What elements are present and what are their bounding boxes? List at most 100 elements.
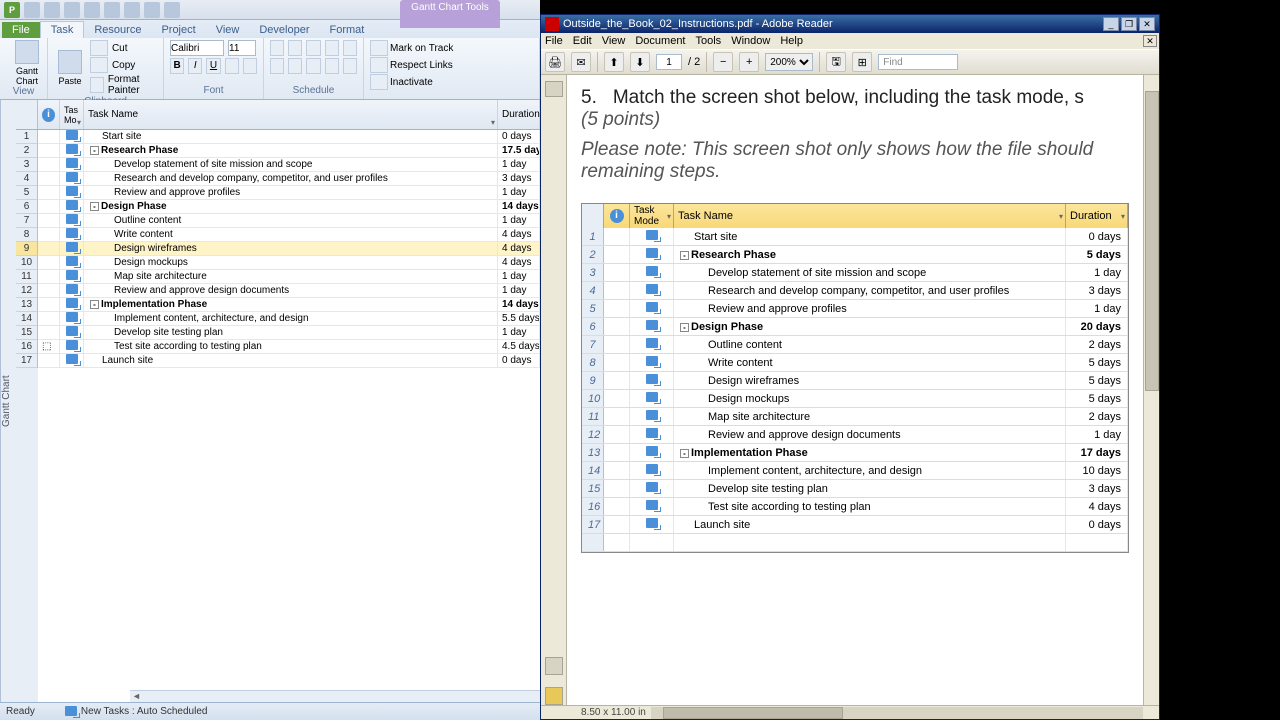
h-scrollbar[interactable]: [130, 690, 540, 702]
page-number-input[interactable]: [656, 54, 682, 70]
save-icon[interactable]: [24, 2, 40, 18]
table-row: 7Outline content2 days: [582, 336, 1128, 354]
pages-panel-icon[interactable]: [545, 81, 563, 97]
qat-icon[interactable]: [124, 2, 140, 18]
adobe-reader-window: Outside_the_Book_02_Instructions.pdf - A…: [540, 14, 1160, 720]
table-row[interactable]: -Design Phase14 days: [38, 200, 540, 214]
reader-titlebar: Outside_the_Book_02_Instructions.pdf - A…: [541, 15, 1159, 33]
table-row[interactable]: Write content4 days: [38, 228, 540, 242]
sched-btn[interactable]: [306, 58, 320, 74]
qat-icon[interactable]: [84, 2, 100, 18]
cut-button[interactable]: Cut: [90, 40, 157, 56]
menu-help[interactable]: Help: [780, 35, 803, 47]
sched-btn[interactable]: [325, 58, 339, 74]
next-page-button[interactable]: ⬇: [630, 52, 650, 72]
bold-button[interactable]: B: [170, 58, 184, 74]
prev-page-button[interactable]: ⬆: [604, 52, 624, 72]
table-row[interactable]: Research and develop company, competitor…: [38, 172, 540, 186]
instruction-text: 5.Match the screen shot below, including…: [567, 75, 1143, 195]
tool-button[interactable]: 🖫: [826, 52, 846, 72]
tab-view[interactable]: View: [206, 22, 250, 38]
info-icon: i: [610, 209, 624, 223]
menu-window[interactable]: Window: [731, 35, 770, 47]
zoom-out-button[interactable]: −: [713, 52, 733, 72]
menu-edit[interactable]: Edit: [573, 35, 592, 47]
table-row[interactable]: Develop statement of site mission and sc…: [38, 158, 540, 172]
v-scrollbar[interactable]: [1143, 75, 1159, 705]
italic-button[interactable]: I: [188, 58, 202, 74]
print-button[interactable]: 🖨: [545, 52, 565, 72]
table-row[interactable]: Map site architecture1 day: [38, 270, 540, 284]
menu-view[interactable]: View: [602, 35, 626, 47]
close-doc-button[interactable]: ✕: [1143, 35, 1157, 47]
col-task-name[interactable]: Task Name▾: [84, 100, 498, 129]
table-row[interactable]: Implement content, architecture, and des…: [38, 312, 540, 326]
sched-btn[interactable]: [325, 40, 339, 56]
format-painter-button[interactable]: Format Painter: [90, 74, 157, 96]
zoom-in-button[interactable]: +: [739, 52, 759, 72]
copy-button[interactable]: Copy: [90, 57, 157, 73]
inactivate[interactable]: Inactivate: [370, 74, 533, 90]
sched-btn[interactable]: [270, 40, 284, 56]
table-row[interactable]: Review and approve profiles1 day: [38, 186, 540, 200]
respect-links[interactable]: Respect Links: [370, 57, 533, 73]
sched-btn[interactable]: [270, 58, 284, 74]
tab-format[interactable]: Format: [319, 22, 374, 38]
menu-file[interactable]: File: [545, 35, 563, 47]
col-info[interactable]: i: [38, 100, 60, 129]
restore-button[interactable]: ❐: [1121, 17, 1137, 31]
table-row[interactable]: -Research Phase17.5 day: [38, 144, 540, 158]
sched-btn[interactable]: [306, 40, 320, 56]
gantt-chart-button[interactable]: Gantt Chart: [6, 40, 48, 86]
qat-icon[interactable]: [164, 2, 180, 18]
page-size: 8.50 x 11.00 in: [581, 707, 646, 718]
sched-btn[interactable]: [343, 40, 357, 56]
paste-button[interactable]: Paste: [54, 45, 86, 91]
mark-on-track[interactable]: Mark on Track: [370, 40, 533, 56]
table-row[interactable]: Develop site testing plan1 day: [38, 326, 540, 340]
table-row[interactable]: Start site0 days: [38, 130, 540, 144]
table-row: 16Test site according to testing plan4 d…: [582, 498, 1128, 516]
col-mode[interactable]: Tas Mo▾: [60, 100, 84, 129]
table-row[interactable]: Design mockups4 days: [38, 256, 540, 270]
table-row[interactable]: Review and approve design documents1 day: [38, 284, 540, 298]
menu-document[interactable]: Document: [635, 35, 685, 47]
email-button[interactable]: ✉: [571, 52, 591, 72]
menu-tools[interactable]: Tools: [696, 35, 722, 47]
col-duration[interactable]: Duration: [498, 100, 540, 129]
font-family-select[interactable]: [170, 40, 224, 56]
tab-resource[interactable]: Resource: [84, 22, 151, 38]
find-input[interactable]: [878, 54, 958, 70]
undo-icon[interactable]: [44, 2, 60, 18]
row-numbers: 1234567891011121314151617: [16, 100, 38, 702]
h-scrollbar[interactable]: [651, 707, 1143, 719]
font-color-button[interactable]: [243, 58, 257, 74]
tab-developer[interactable]: Developer: [249, 22, 319, 38]
tab-task[interactable]: Task: [40, 21, 85, 38]
tool-button[interactable]: ⊞: [852, 52, 872, 72]
qat-icon[interactable]: [144, 2, 160, 18]
table-row[interactable]: Outline content1 day: [38, 214, 540, 228]
table-row[interactable]: ⬚Test site according to testing plan4.5 …: [38, 340, 540, 354]
zoom-select[interactable]: 200%: [765, 53, 813, 71]
tab-project[interactable]: Project: [151, 22, 205, 38]
sched-btn[interactable]: [288, 40, 302, 56]
close-button[interactable]: ✕: [1139, 17, 1155, 31]
table-row: 1Start site0 days: [582, 228, 1128, 246]
font-size-select[interactable]: [228, 40, 256, 56]
reader-toolbar: 🖨 ✉ ⬆ ⬇ / 2 − + 200% 🖫 ⊞: [541, 49, 1159, 75]
table-row[interactable]: Launch site0 days: [38, 354, 540, 368]
table-row[interactable]: -Implementation Phase14 days: [38, 298, 540, 312]
minimize-button[interactable]: _: [1103, 17, 1119, 31]
sched-btn[interactable]: [343, 58, 357, 74]
sched-btn[interactable]: [288, 58, 302, 74]
redo-icon[interactable]: [64, 2, 80, 18]
attachments-icon[interactable]: [545, 657, 563, 675]
comments-icon[interactable]: [545, 687, 563, 705]
underline-button[interactable]: U: [206, 58, 220, 74]
tab-file[interactable]: File: [2, 22, 40, 38]
qat-icon[interactable]: [104, 2, 120, 18]
highlight-button[interactable]: [225, 58, 239, 74]
table-row[interactable]: Design wireframes4 days: [38, 242, 540, 256]
pdf-page[interactable]: 5.Match the screen shot below, including…: [567, 75, 1143, 705]
